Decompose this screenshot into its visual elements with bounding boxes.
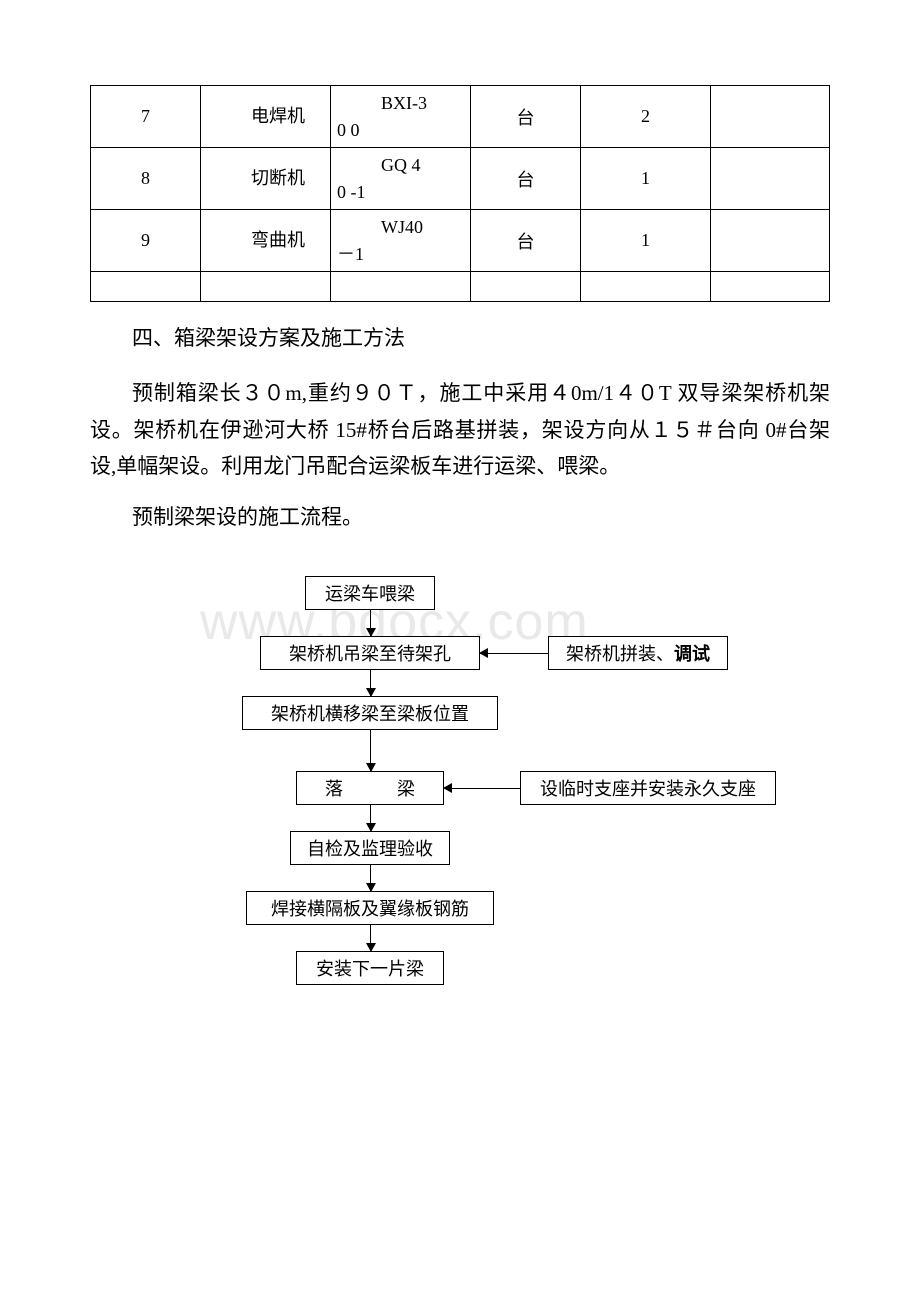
flow-node-next-beam: 安装下一片梁 — [296, 951, 444, 985]
flow-arrow-left — [444, 788, 520, 789]
cell-note — [711, 86, 830, 148]
cell-unit: 台 — [471, 148, 581, 210]
flow-node-translate: 架桥机横移梁至梁板位置 — [242, 696, 498, 730]
flow-node-feed-beam: 运梁车喂梁 — [305, 576, 435, 610]
cell-note — [711, 210, 830, 272]
cell-index: 7 — [91, 86, 201, 148]
section-heading-4: 四、箱梁架设方案及施工方法 — [90, 320, 830, 357]
paragraph-2: 预制梁架设的施工流程。 — [90, 499, 830, 536]
cell-model: WJ40 －1 — [331, 210, 471, 272]
flow-node-assemble: 架桥机拼装、调试 — [548, 636, 728, 670]
table-row: 9 弯曲机 WJ40 －1 台 1 — [91, 210, 830, 272]
cell-name: 弯曲机 — [201, 210, 331, 272]
cell-model: GQ 4 0 -1 — [331, 148, 471, 210]
flow-node-drop-beam-char1: 落 — [325, 775, 343, 801]
cell-note — [711, 148, 830, 210]
cell-unit: 台 — [471, 86, 581, 148]
flow-arrow-left — [480, 653, 548, 654]
flow-node-drop-beam-char2: 梁 — [397, 775, 415, 801]
flow-arrow-down — [370, 610, 371, 636]
cell-qty: 2 — [581, 86, 711, 148]
flow-arrow-down — [370, 670, 371, 696]
table-row: 7 电焊机 BXI-3 0 0 台 2 — [91, 86, 830, 148]
table-row-empty — [91, 272, 830, 302]
flow-arrow-down — [370, 925, 371, 951]
flow-arrow-down — [370, 805, 371, 831]
flow-arrow-down — [370, 730, 371, 771]
flow-node-bearing: 设临时支座并安装永久支座 — [520, 771, 776, 805]
flow-node-weld: 焊接横隔板及翼缘板钢筋 — [246, 891, 494, 925]
cell-qty: 1 — [581, 148, 711, 210]
flow-node-drop-beam: 落 梁 — [296, 771, 444, 805]
flow-node-inspect: 自检及监理验收 — [290, 831, 450, 865]
cell-model: BXI-3 0 0 — [331, 86, 471, 148]
flowchart: 运梁车喂梁 架桥机吊梁至待架孔 架桥机横移梁至梁板位置 落 梁 自检及监理验收 … — [190, 576, 830, 1056]
cell-index: 8 — [91, 148, 201, 210]
flow-node-assemble-text2: 调试 — [674, 640, 710, 666]
flow-arrow-down — [370, 865, 371, 891]
table-row: 8 切断机 GQ 4 0 -1 台 1 — [91, 148, 830, 210]
equipment-table: 7 电焊机 BXI-3 0 0 台 2 8 切断机 — [90, 85, 830, 302]
paragraph-1: 预制箱梁长３０m,重约９０Ｔ，施工中采用４0m/1４０T 双导梁架桥机架设。架桥… — [90, 375, 830, 485]
cell-qty: 1 — [581, 210, 711, 272]
cell-unit: 台 — [471, 210, 581, 272]
flow-node-hoist: 架桥机吊梁至待架孔 — [260, 636, 480, 670]
cell-name: 电焊机 — [201, 86, 331, 148]
cell-name: 切断机 — [201, 148, 331, 210]
flow-node-assemble-text1: 架桥机拼装、 — [566, 640, 674, 666]
cell-index: 9 — [91, 210, 201, 272]
